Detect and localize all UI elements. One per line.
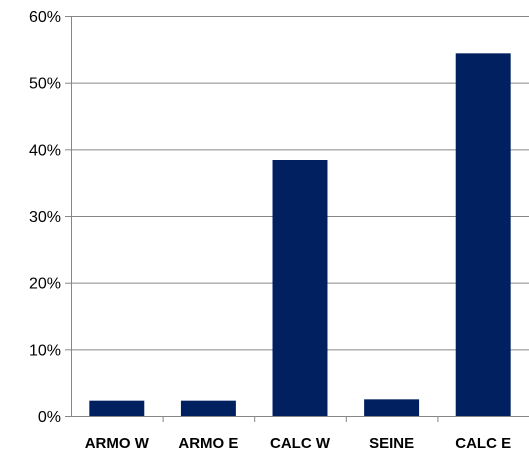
x-category-labels: ARMO W ARMO E CALC W SEINE CALC E xyxy=(85,435,511,452)
y-tick-label: 60% xyxy=(29,9,61,26)
y-tick-label: 40% xyxy=(29,142,61,159)
y-tick-label: 10% xyxy=(29,342,61,359)
y-tick-label: 20% xyxy=(29,276,61,293)
bar-calc-w xyxy=(272,160,328,416)
x-category-label: CALC W xyxy=(270,435,331,452)
x-category-label: CALC E xyxy=(455,435,511,452)
bars xyxy=(89,53,511,416)
bar-calc-e xyxy=(455,53,511,416)
x-category-label: ARMO W xyxy=(85,435,150,452)
x-category-label: ARMO E xyxy=(178,435,238,452)
y-tick-labels: 0% 10% 20% 30% 40% 50% 60% xyxy=(29,9,61,426)
y-tick-label: 50% xyxy=(29,76,61,93)
axes xyxy=(65,16,529,422)
y-tick-label: 30% xyxy=(29,209,61,226)
bar-armo-w xyxy=(89,400,145,416)
y-tick-label: 0% xyxy=(38,409,61,426)
x-category-label: SEINE xyxy=(369,435,414,452)
bar-seine xyxy=(364,399,420,416)
bar-armo-e xyxy=(180,400,236,416)
